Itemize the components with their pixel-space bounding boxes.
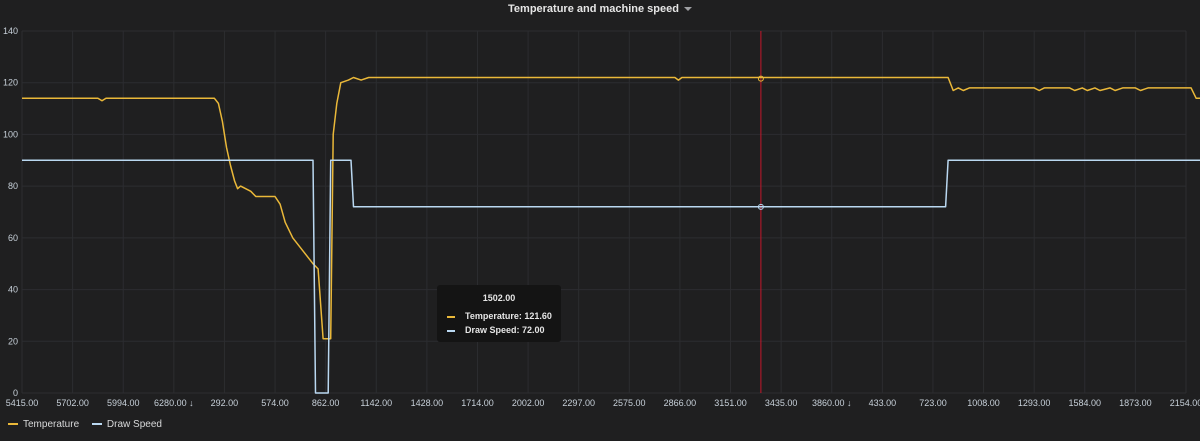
tooltip-draw-speed-label: Draw Speed: 72.00 <box>465 325 545 335</box>
x-tick-label: 2002.00 <box>512 398 545 408</box>
temperature-swatch-icon <box>447 315 455 318</box>
x-tick-label: 3151.00 <box>714 398 747 408</box>
y-tick-label: 120 <box>3 78 18 88</box>
series-line-temperature <box>22 76 1200 340</box>
x-tick-label: 1584.00 <box>1069 398 1102 408</box>
legend-label-temperature: Temperature <box>23 419 80 430</box>
x-tick-label: 5702.00 <box>56 398 89 408</box>
x-tick-label: 1714.00 <box>461 398 494 408</box>
hover-tooltip: 1502.00 Temperature: 121.60 Draw Speed: … <box>437 285 561 342</box>
x-tick-label: 1008.00 <box>967 398 1000 408</box>
panel-title-text: Temperature and machine speed <box>508 3 679 15</box>
x-tick-label: 292.00 <box>211 398 239 408</box>
x-tick-label: 2866.00 <box>664 398 697 408</box>
y-tick-label: 100 <box>3 129 18 139</box>
temperature-legend-swatch-icon <box>8 423 18 426</box>
x-tick-label: 6280.00 ↓ <box>154 398 194 408</box>
x-tick-label: 5994.00 <box>107 398 140 408</box>
y-tick-label: 0 <box>13 388 18 398</box>
tooltip-row-temperature: Temperature: 121.60 <box>447 311 552 321</box>
tooltip-temperature-label: Temperature: 121.60 <box>465 311 552 321</box>
x-tick-label: 5415.00 <box>6 398 39 408</box>
x-tick-label: 1873.00 <box>1119 398 1152 408</box>
y-tick-label: 80 <box>8 181 18 191</box>
legend-item-draw-speed[interactable]: Draw Speed <box>91 419 162 430</box>
x-tick-label: 862.00 <box>312 398 340 408</box>
y-tick-label: 20 <box>8 336 18 346</box>
tooltip-header: 1502.00 <box>482 293 516 303</box>
hover-point-draw-speed <box>757 203 764 210</box>
y-tick-label: 40 <box>8 285 18 295</box>
y-tick-label: 140 <box>3 26 18 36</box>
panel-title[interactable]: Temperature and machine speed <box>0 3 1200 15</box>
x-tick-label: 723.00 <box>919 398 947 408</box>
x-tick-label: 433.00 <box>869 398 897 408</box>
series-line-draw-speed <box>22 159 1200 394</box>
chart-legend: Temperature Draw Speed <box>8 419 172 430</box>
y-tick-label: 60 <box>8 233 18 243</box>
x-tick-label: 1293.00 <box>1018 398 1051 408</box>
legend-item-temperature[interactable]: Temperature <box>8 419 79 430</box>
x-tick-label: 2297.00 <box>562 398 595 408</box>
x-tick-label: 2154.00 <box>1170 398 1200 408</box>
x-tick-label: 3435.00 <box>765 398 798 408</box>
x-tick-label: 3860.00 ↓ <box>812 398 852 408</box>
x-tick-label: 1428.00 <box>411 398 444 408</box>
legend-label-draw-speed: Draw Speed <box>106 419 162 430</box>
draw-speed-legend-swatch-icon <box>91 423 102 426</box>
x-tick-label: 1142.00 <box>360 398 392 408</box>
x-tick-label: 574.00 <box>261 398 289 408</box>
tooltip-row-draw-speed: Draw Speed: 72.00 <box>447 325 545 335</box>
x-tick-label: 2575.00 <box>613 398 646 408</box>
draw-speed-swatch-icon <box>447 329 455 332</box>
chevron-down-icon[interactable] <box>683 7 692 12</box>
hover-point-temperature <box>757 75 764 82</box>
